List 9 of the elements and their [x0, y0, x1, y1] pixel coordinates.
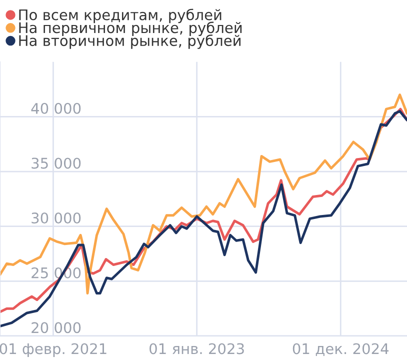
x-tick-label: 01 февр. 2021	[0, 343, 106, 358]
legend-label: На вторичном рынке, рублей	[19, 34, 240, 49]
x-tick-label: 01 янв. 2023	[150, 343, 244, 354]
y-tick-label: 35 000	[32, 158, 81, 169]
x-tick-label: 01 дек. 2024	[292, 343, 389, 356]
y-tick-label: 40 000	[31, 102, 81, 114]
legend-label: По всем кредитам, рублей	[19, 8, 222, 24]
y-tick-label: 30 000	[32, 212, 81, 224]
y-tick-label: 20 000	[32, 322, 81, 334]
